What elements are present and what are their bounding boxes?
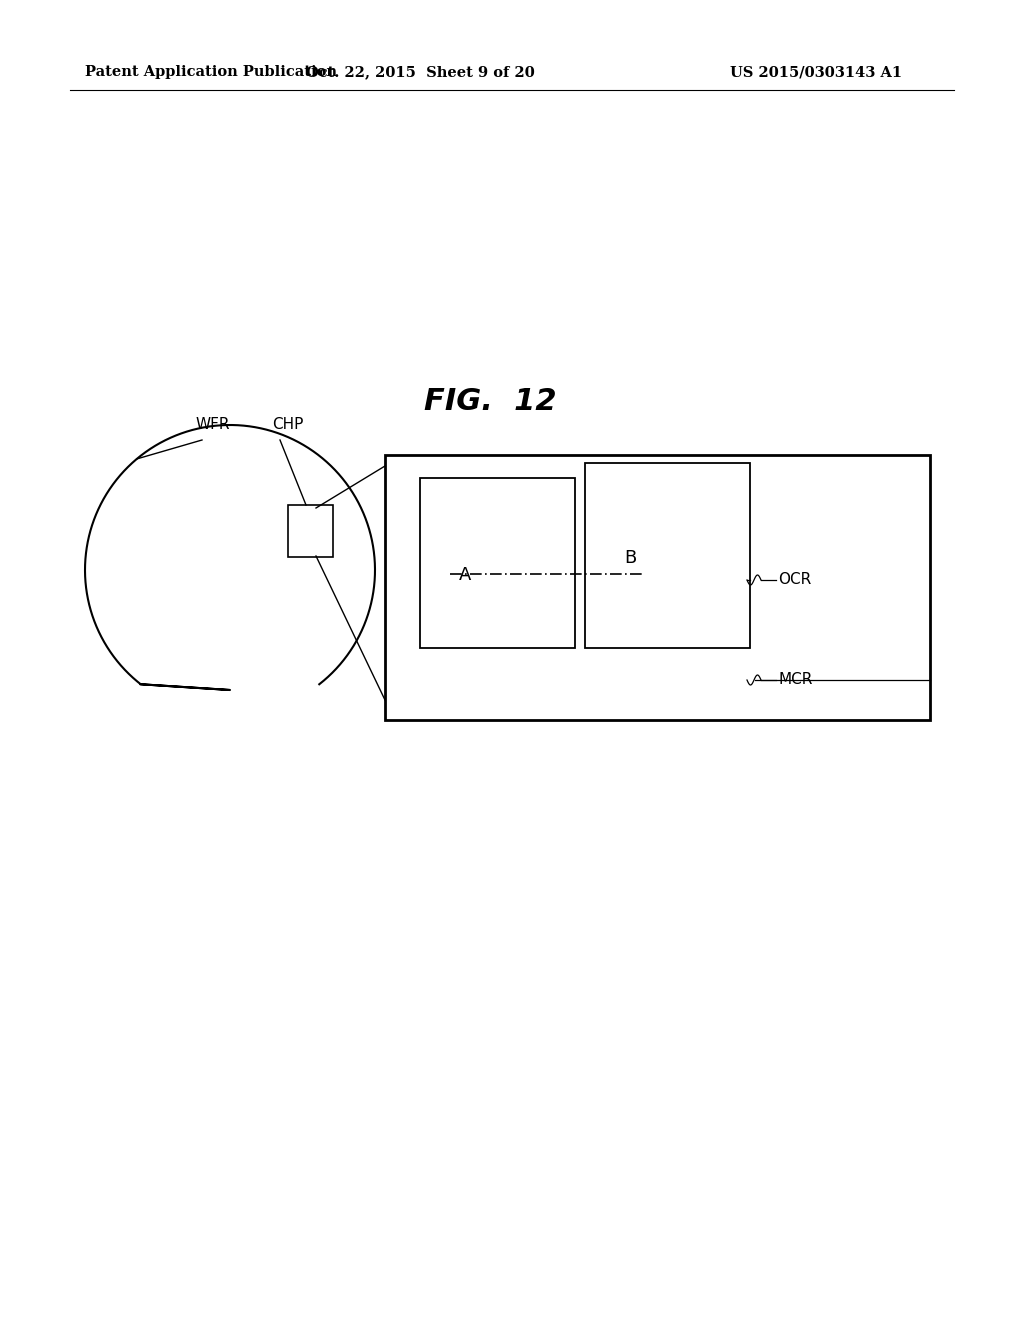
Bar <box>385 455 930 719</box>
Text: Oct. 22, 2015  Sheet 9 of 20: Oct. 22, 2015 Sheet 9 of 20 <box>305 65 535 79</box>
Text: MCR: MCR <box>778 672 812 688</box>
Text: CHP: CHP <box>272 417 303 432</box>
Text: B: B <box>624 549 636 568</box>
Text: Patent Application Publication: Patent Application Publication <box>85 65 337 79</box>
Text: OCR: OCR <box>778 573 811 587</box>
Text: FIG.  12: FIG. 12 <box>424 388 556 417</box>
Bar <box>288 506 333 557</box>
Bar <box>420 478 575 648</box>
Text: WFR: WFR <box>196 417 230 432</box>
Text: A: A <box>459 566 471 583</box>
Text: US 2015/0303143 A1: US 2015/0303143 A1 <box>730 65 902 79</box>
Bar <box>585 463 750 648</box>
